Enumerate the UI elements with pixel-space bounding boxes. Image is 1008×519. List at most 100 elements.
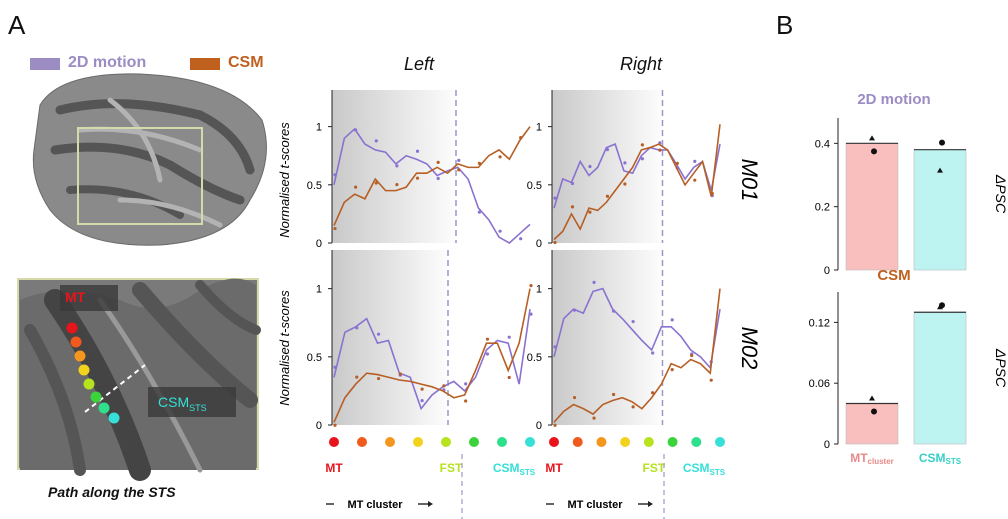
data-point	[640, 143, 644, 147]
legend-swatch-motion	[30, 58, 60, 70]
legend-swatch-csm	[190, 58, 220, 70]
data-point	[420, 387, 424, 391]
data-point	[553, 196, 557, 200]
data-point	[374, 139, 378, 143]
y-axis-label: Normalised t-scores	[277, 122, 292, 238]
roi-label-csm: CSMSTS	[493, 461, 536, 477]
data-point	[376, 332, 381, 336]
data-point	[651, 391, 655, 395]
path-dot	[572, 437, 583, 447]
bar-chart-B-2D-motion: 2D motion 0 0.2 0.4 ΔPSC	[815, 91, 1008, 277]
bar-y-axis-label: ΔPSC	[993, 174, 1008, 214]
panel-letter-a: A	[8, 10, 26, 40]
data-point	[354, 185, 358, 189]
data-point	[355, 375, 359, 379]
sts-dot	[78, 364, 90, 376]
line-chart-A-M01-Right: 00.51	[527, 90, 721, 250]
data-point	[529, 312, 533, 316]
bar-chart-B-CSM: CSM 0 0.06 0.12 ΔPSC MTcluster CSMSTS	[809, 267, 1008, 466]
sts-dot	[90, 391, 102, 403]
data-point	[690, 353, 694, 358]
arrowhead	[648, 501, 653, 507]
subject-dot	[939, 139, 945, 146]
brain-mt-label: MT	[65, 289, 86, 305]
data-point	[651, 351, 655, 355]
bar-chart-title: CSM	[877, 267, 910, 284]
sts-dot	[74, 350, 86, 362]
mt-cluster-shading	[552, 250, 663, 425]
cluster-label: MT cluster	[567, 499, 623, 511]
data-point	[588, 164, 592, 169]
column-title-left: Left	[404, 54, 435, 74]
line-chart-A-M02-Right: 00.51	[527, 250, 721, 432]
row-label: M02	[737, 327, 762, 370]
legend-label-motion: 2D motion	[68, 54, 147, 71]
subject-triangle	[937, 167, 943, 173]
y-tick-label: 0.5	[307, 352, 322, 364]
bar-y-tick-label: 0.4	[815, 138, 830, 150]
data-point	[485, 337, 490, 341]
panel-letter-b: B	[776, 10, 794, 40]
subject-triangle	[869, 395, 875, 401]
data-point	[693, 159, 697, 163]
sts-dot	[70, 336, 82, 348]
data-point	[457, 168, 461, 172]
path-dot	[469, 437, 479, 447]
data-point	[623, 161, 627, 165]
data-point	[498, 155, 502, 159]
data-point	[507, 375, 511, 380]
path-dot	[329, 437, 339, 447]
data-point	[457, 158, 461, 162]
zoomed-sts-view	[17, 278, 261, 481]
data-point	[477, 210, 482, 214]
data-point	[623, 182, 627, 186]
data-point	[570, 205, 575, 209]
bar-y-tick-label: 0	[824, 439, 830, 451]
data-point	[710, 191, 714, 196]
bar-category-label: MTcluster	[850, 451, 894, 466]
data-point	[631, 405, 635, 409]
cluster-label: MT cluster	[347, 499, 403, 511]
roi-label-mt: MT	[545, 461, 563, 475]
path-dot	[715, 437, 725, 447]
data-point	[592, 416, 596, 420]
y-tick-label: 1	[316, 122, 322, 134]
path-dot	[596, 437, 607, 447]
y-axis-label: Normalised t-scores	[277, 290, 292, 406]
data-point	[507, 335, 511, 339]
line-chart-A-M01-Left: 00.51	[307, 90, 531, 250]
path-dot	[549, 437, 559, 447]
data-point	[675, 161, 679, 165]
bar-y-tick-label: 0.06	[809, 378, 830, 390]
data-point	[442, 384, 446, 388]
data-point	[693, 178, 697, 182]
data-point	[333, 423, 337, 427]
series-line-motion	[333, 308, 531, 411]
data-point	[519, 237, 523, 241]
subject-dot	[871, 148, 877, 155]
data-point	[477, 161, 482, 165]
data-point	[588, 210, 592, 214]
data-point	[498, 229, 502, 233]
sts-path-dots	[66, 322, 120, 424]
roi-label-csm: CSMSTS	[683, 461, 726, 477]
row-label: M01	[737, 159, 762, 202]
legend-label-csm: CSM	[228, 54, 264, 71]
path-dot	[643, 437, 654, 447]
y-tick-label: 1	[536, 122, 542, 134]
series-line-motion	[553, 143, 721, 209]
data-point	[572, 395, 577, 400]
data-point	[670, 368, 674, 372]
y-tick-label: 1	[536, 284, 542, 296]
data-point	[658, 148, 662, 152]
bar-y-tick-label: 0.12	[809, 317, 830, 329]
data-point	[553, 345, 557, 349]
bar-y-tick-label: 0.2	[815, 202, 830, 214]
mt-cluster-shading	[332, 90, 456, 243]
bar-chart-panel: 2D motion 0 0.2 0.4 ΔPSC CSM 0 0.06 0.12 ΔPSC MTcl…	[809, 91, 1008, 466]
data-point	[611, 392, 616, 397]
series-line-csm	[333, 288, 531, 423]
data-point	[333, 365, 337, 369]
data-point	[640, 157, 644, 161]
